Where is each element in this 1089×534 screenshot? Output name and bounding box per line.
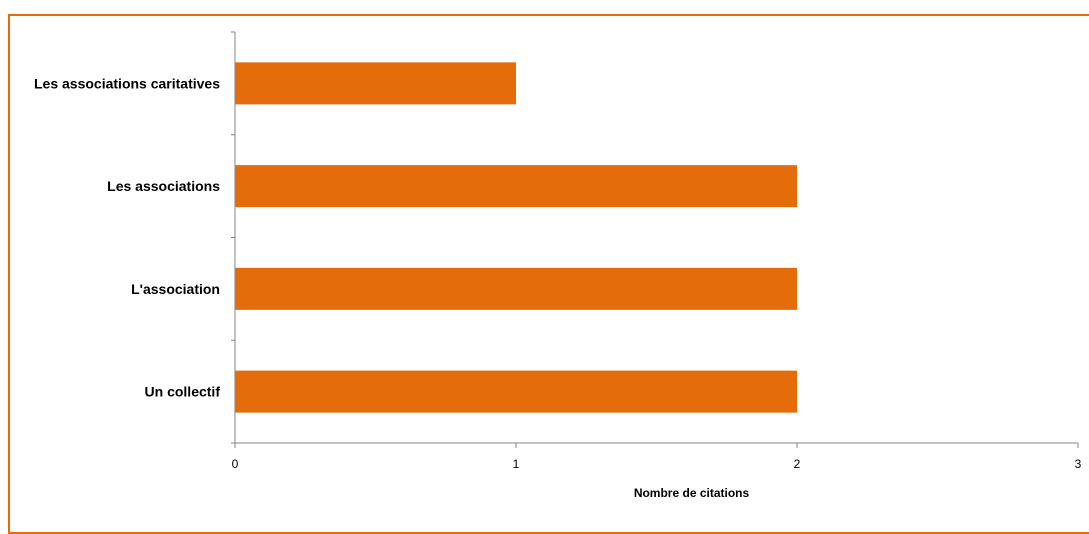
category-label: Les associations caritatives (34, 75, 220, 91)
x-tick-labels: 0 1 2 3 (232, 457, 1082, 471)
category-label: Un collectif (145, 384, 221, 400)
bar-chart: Les associations caritatives Les associat… (34, 31, 1082, 500)
x-tick-label: 3 (1075, 457, 1082, 471)
x-tick-label: 1 (513, 457, 520, 471)
y-ticks-layer (231, 31, 235, 444)
bar (235, 267, 797, 310)
category-labels: Les associations caritatives Les associat… (34, 75, 220, 399)
x-tick-label: 2 (794, 457, 801, 471)
x-ticks-layer (234, 443, 1079, 448)
bar (235, 370, 797, 413)
category-label: L'association (131, 281, 220, 297)
category-label: Les associations (107, 178, 220, 194)
bar (235, 62, 516, 105)
bars-layer (235, 62, 797, 413)
bar (235, 165, 797, 208)
x-axis-title: Nombre de citations (634, 486, 750, 500)
x-tick-label: 0 (232, 457, 239, 471)
